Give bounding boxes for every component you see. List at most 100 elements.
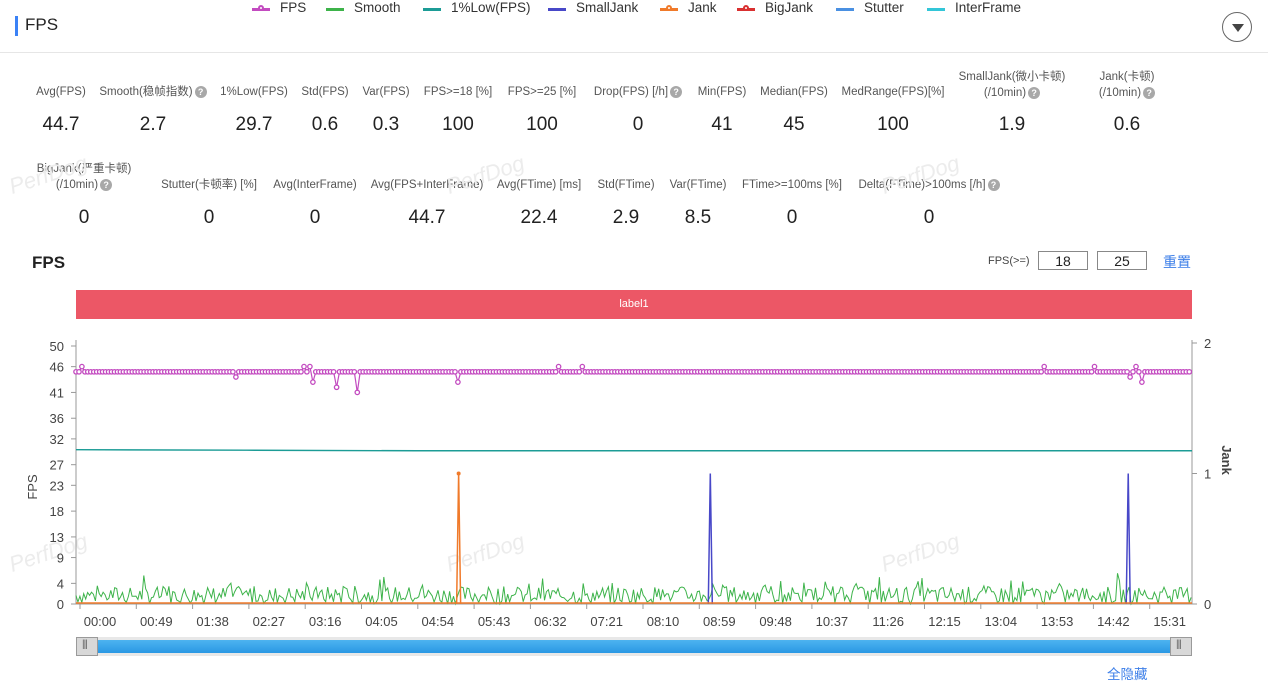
metric-value: 0 (78, 207, 90, 228)
time-range-slider[interactable] (76, 637, 1192, 656)
legend-label: InterFrame (955, 0, 1022, 15)
x-tick-label: 06:32 (534, 614, 567, 629)
section-header: FPS (0, 0, 1268, 53)
help-icon[interactable]: ? (1028, 86, 1041, 99)
x-tick-label: 14:42 (1097, 614, 1130, 629)
fps-data-point (333, 384, 340, 391)
metric-label: Median(FPS) (760, 86, 828, 98)
series-1pct-low-line (75, 449, 1192, 452)
y2-axis-title: Jank (1219, 445, 1234, 475)
fps-data-point (76, 368, 82, 375)
fps-data-point (552, 368, 559, 375)
x-tick-label: 00:00 (84, 614, 117, 629)
y-tick-label: 13 (50, 530, 64, 545)
fps-data-point (1041, 363, 1048, 370)
metric-card: SmallJank(微小卡顿) (/10min)? 1.9 (932, 69, 1092, 135)
fps-data-point (576, 368, 583, 375)
series-jank-point (456, 471, 461, 476)
label-band[interactable]: label1 (76, 290, 1192, 319)
metric-label: FPS>=25 [%] (507, 86, 577, 98)
metric-label: Avg(InterFrame) (273, 179, 357, 191)
x-tick-label: 08:59 (703, 614, 736, 629)
slider-left-handle[interactable] (76, 637, 98, 656)
x-tick-label: 04:54 (422, 614, 455, 629)
legend-label: 1%Low(FPS) (451, 0, 531, 15)
section-title: FPS (25, 15, 59, 34)
x-tick-label: 15:31 (1153, 614, 1186, 629)
metric-card: Delta(FTime)>100ms [/h]? 0 (849, 177, 1009, 228)
legend-label: Smooth (354, 0, 401, 15)
metric-value: 0.6 (311, 114, 339, 135)
metric-label: Std(FTime) (597, 179, 655, 191)
metric-card: FPS>=25 [%] 100 (462, 84, 622, 135)
metric-value: 8.5 (684, 207, 712, 228)
y-tick-label: 4 (57, 576, 64, 591)
y-tick-label: 46 (50, 360, 64, 375)
help-icon[interactable]: ? (100, 178, 113, 191)
y2-tick-label: 1 (1204, 467, 1211, 482)
metric-card: Jank(卡顿) (/10min)? 0.6 (1047, 69, 1207, 135)
metric-value: 100 (442, 114, 474, 135)
metric-label: FTime>=100ms [%] (742, 179, 842, 191)
hide-all-button[interactable]: 全隐藏 (1107, 667, 1148, 682)
metric-label: MedRange(FPS)[%] (841, 86, 945, 98)
x-tick-label: 09:48 (759, 614, 792, 629)
metric-label: Std(FPS) (301, 86, 349, 98)
legend-swatch (737, 5, 755, 11)
fps-data-point (1136, 368, 1142, 375)
fps-data-point (1127, 374, 1133, 380)
slider-selection[interactable] (97, 640, 1171, 653)
metric-card: FTime>=100ms [%] 0 (712, 177, 872, 228)
legend-swatch (252, 5, 270, 11)
metric-card: Std(FTime) 2.9 (546, 177, 706, 228)
legend-label: Stutter (864, 0, 904, 15)
metric-value: 0.3 (372, 114, 400, 135)
x-tick-label: 03:16 (309, 614, 342, 629)
metric-label: Var(FPS) (362, 86, 410, 98)
x-tick-label: 13:04 (985, 614, 1018, 629)
metric-label: Avg(FPS) (36, 86, 86, 98)
fps-data-point (1130, 368, 1136, 375)
metric-card: BigJank(严重卡顿) (/10min)? 0 (4, 161, 164, 228)
series-smalljank-spike (1125, 473, 1131, 605)
fps-data-point (455, 379, 461, 385)
metric-value: 0 (309, 207, 321, 228)
y-tick-label: 41 (50, 385, 64, 400)
fps-chart[interactable]: 0 4 9 13 18 23 27 32 36 41 46 50 0 1 2 FPS Jank 00:00 00:4… (0, 320, 1268, 635)
metric-label: 1%Low(FPS) (220, 86, 288, 98)
fps-threshold-input-1[interactable] (1038, 251, 1088, 270)
legend-label: FPS (280, 0, 307, 15)
fps-data-point (301, 363, 307, 370)
help-icon[interactable]: ? (987, 178, 1000, 191)
collapse-toggle-icon[interactable] (1222, 12, 1252, 42)
x-tick-label: 08:10 (647, 614, 680, 629)
fps-data-point (304, 368, 310, 375)
y2-tick-label: 0 (1204, 597, 1211, 612)
fps-data-point (310, 379, 316, 385)
x-tick-label: 01:38 (196, 614, 229, 629)
fps-data-point (452, 368, 458, 375)
y-axis-title: FPS (25, 474, 40, 500)
y-tick-label: 23 (50, 478, 64, 493)
reset-button[interactable]: 重置 (1163, 254, 1191, 270)
help-icon[interactable]: ? (1143, 86, 1156, 99)
y-tick-label: 36 (50, 411, 64, 426)
metric-value: 45 (783, 114, 805, 135)
legend-swatch (423, 8, 441, 11)
legend-swatch (927, 8, 945, 11)
fps-threshold-input-2[interactable] (1097, 251, 1147, 270)
legend-swatch (548, 8, 566, 11)
legend-label: Jank (688, 0, 717, 15)
help-icon[interactable]: ? (194, 85, 207, 98)
metric-card: Stutter(卡顿率) [%] 0 (129, 177, 289, 228)
slider-right-handle[interactable] (1170, 637, 1192, 656)
fps-data-point (1088, 368, 1095, 375)
metric-card: Avg(FPS+InterFrame) 44.7 (347, 177, 507, 228)
metric-card: Drop(FPS) [/h]? 0 (558, 84, 718, 135)
metric-card: Var(FTime) 8.5 (618, 177, 778, 228)
x-tick-label: 00:49 (140, 614, 173, 629)
fps-data-point (354, 389, 361, 396)
help-icon[interactable]: ? (670, 85, 683, 98)
legend-swatch (326, 8, 344, 11)
metric-value: 0 (203, 207, 215, 228)
